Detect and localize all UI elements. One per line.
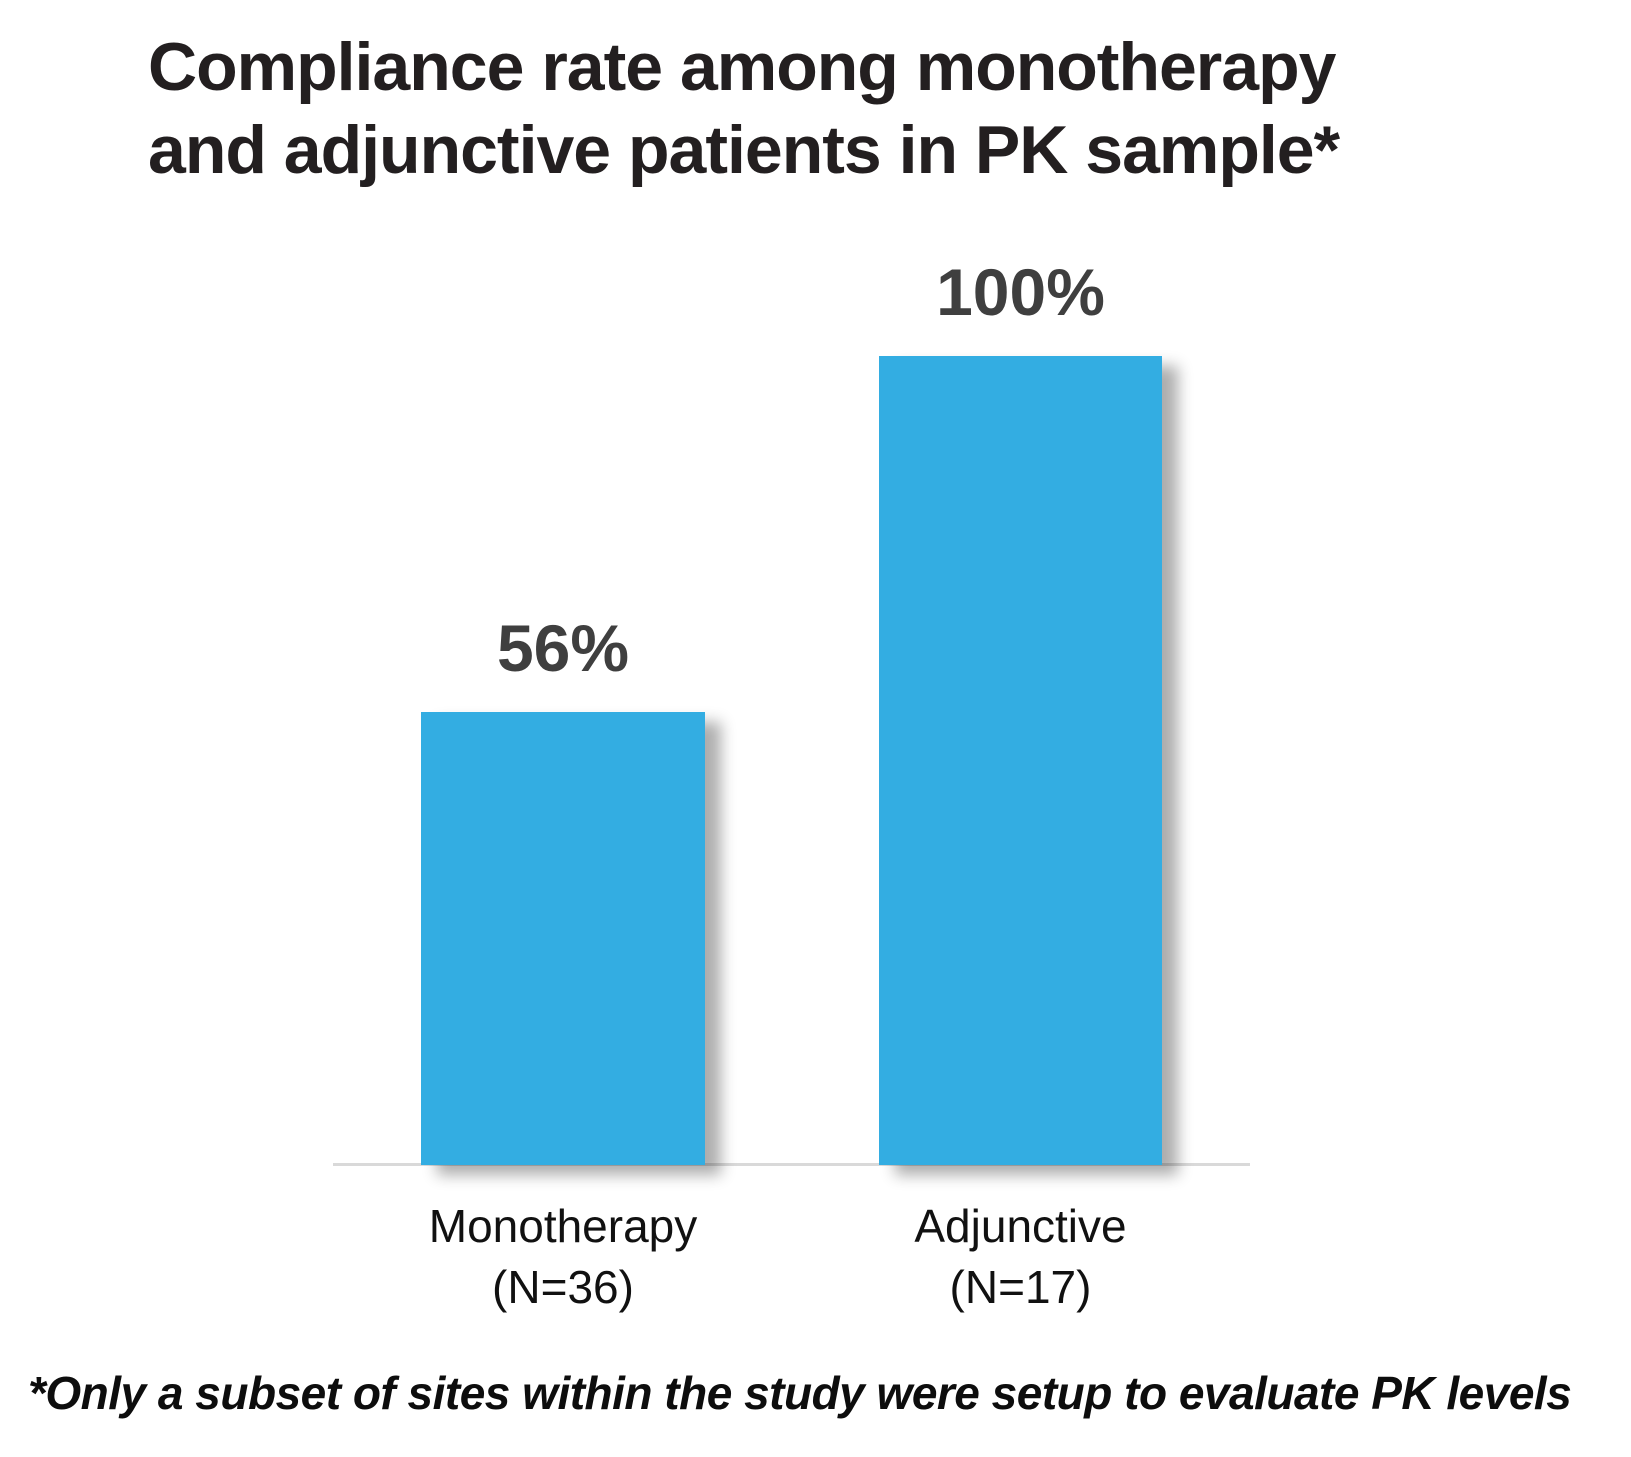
bar-adjunctive bbox=[879, 356, 1162, 1165]
chart-title-line-2: and adjunctive patients in PK sample* bbox=[148, 111, 1340, 188]
category-label-adjunctive: Adjunctive (N=17) bbox=[799, 1196, 1242, 1317]
category-label-monotherapy: Monotherapy (N=36) bbox=[341, 1196, 785, 1317]
category-label-adjunctive-n: (N=17) bbox=[949, 1260, 1092, 1313]
chart-title: Compliance rate among monotherapy and ad… bbox=[148, 26, 1548, 192]
bar-monotherapy bbox=[421, 712, 705, 1165]
category-label-adjunctive-name: Adjunctive bbox=[914, 1200, 1127, 1252]
x-axis-line bbox=[333, 1163, 1250, 1166]
footnote: *Only a subset of sites within the study… bbox=[28, 1367, 1572, 1419]
category-label-monotherapy-n: (N=36) bbox=[492, 1260, 634, 1313]
value-label-adjunctive: 100% bbox=[936, 255, 1105, 329]
category-label-monotherapy-name: Monotherapy bbox=[428, 1200, 698, 1252]
chart-title-line-1: Compliance rate among monotherapy bbox=[148, 29, 1336, 105]
value-label-monotherapy: 56% bbox=[496, 611, 630, 685]
